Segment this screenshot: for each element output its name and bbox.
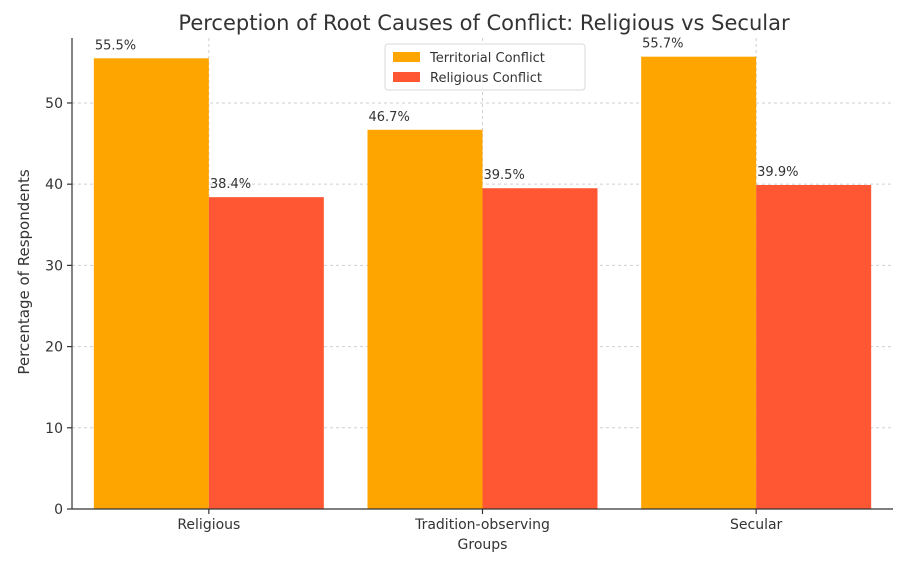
legend: Territorial Conflict Religious Conflict [384,43,586,91]
data-labels: 55.5% 46.7% 55.7% 38.4% 39.5% 39.9% [95,37,799,192]
y-tick-label: 10 [45,421,63,437]
y-tick-label: 0 [54,502,63,518]
y-axis-label: Percentage of Respondents [15,169,33,375]
y-tick-label: 30 [45,258,63,274]
chart-title: Perception of Root Causes of Conflict: R… [178,11,790,35]
legend-swatch [393,72,420,82]
data-label: 38.4% [210,177,251,192]
legend-label: Religious Conflict [430,71,542,86]
y-ticks: 0 10 20 30 40 50 [45,96,72,518]
data-label: 55.7% [642,37,683,52]
data-label: 46.7% [369,110,410,125]
data-label: 55.5% [95,38,136,53]
data-label: 39.9% [757,165,798,180]
bar [208,197,324,509]
y-tick-label: 40 [45,177,63,193]
legend-label: Territorial Conflict [429,51,545,66]
bars [93,56,872,510]
y-tick-label: 20 [45,340,63,356]
data-label: 39.5% [484,168,525,183]
x-tick-label: Tradition-observing [414,517,550,533]
x-tick-label: Groups [458,537,508,553]
x-ticks: Religious Tradition-observing Groups Secula… [177,509,783,553]
x-tick-label: Religious [177,517,240,533]
bar [367,129,483,509]
bar [756,184,872,509]
bar [641,56,757,510]
bar [482,188,598,509]
legend-swatch [393,52,420,62]
bar [93,58,209,509]
y-tick-label: 50 [45,96,63,112]
legend-box [384,43,586,91]
x-tick-label: Secular [730,517,783,533]
